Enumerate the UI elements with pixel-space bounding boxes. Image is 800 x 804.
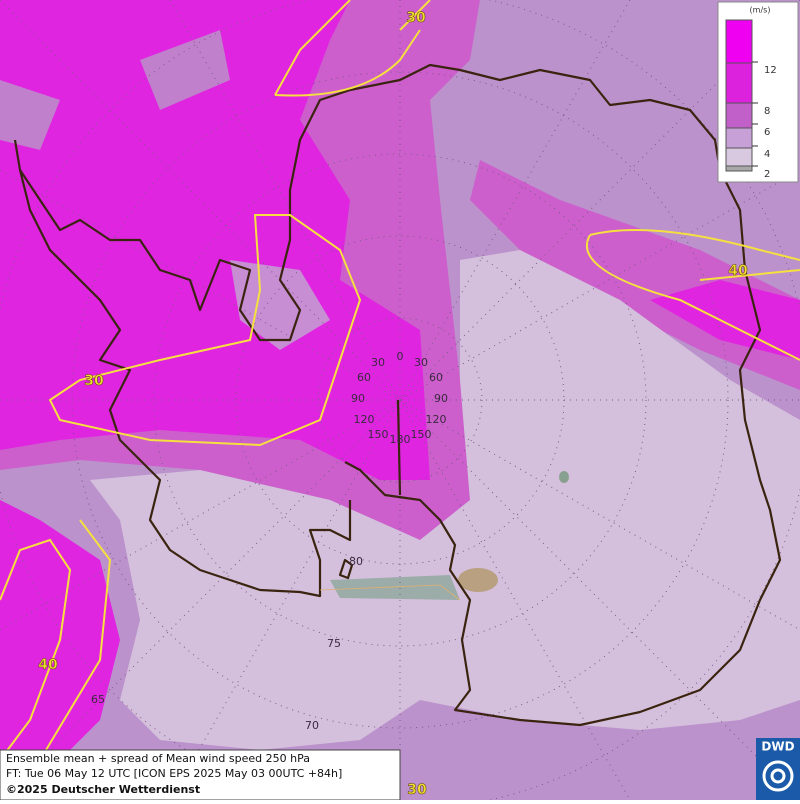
legend-tick-label: 6: [764, 127, 770, 138]
longitude-label: 120: [354, 413, 375, 426]
spread-patch: [559, 471, 569, 483]
longitude-label: 30: [414, 356, 428, 369]
dwd-logo: DWD: [756, 738, 800, 800]
longitude-label: 120: [426, 413, 447, 426]
color-legend: (m/s) 12 8 6 4 2: [717, 1, 799, 183]
contour-label: 30: [407, 782, 427, 798]
longitude-label: 90: [351, 392, 365, 405]
latitude-label: 65: [91, 693, 105, 706]
contour-label: 40: [38, 657, 58, 673]
longitude-label: 180: [390, 433, 411, 446]
contour-label: 40: [728, 263, 748, 279]
footer-forecast-time: FT: Tue 06 May 12 UTC [ICON EPS 2025 May…: [6, 767, 342, 780]
spread-patch: [330, 575, 460, 600]
labels: 0306090120150306090120150180807570653040…: [38, 10, 748, 799]
longitude-label: 0: [397, 350, 404, 363]
low-wind-area: [90, 250, 800, 750]
wind-field: [0, 0, 430, 480]
coastline: [13, 63, 782, 727]
longitude-label: 60: [357, 371, 371, 384]
legend-unit: (m/s): [750, 6, 771, 15]
wind-field: [0, 30, 230, 150]
footer-copyright: ©2025 Deutscher Wetterdienst: [6, 783, 200, 796]
longitude-label: 90: [434, 392, 448, 405]
legend-tick-label: 8: [764, 106, 770, 117]
contour-label: 30: [406, 10, 426, 26]
longitude-label: 30: [371, 356, 385, 369]
spread-patch: [458, 568, 498, 592]
isotach: [0, 0, 800, 761]
legend-tick-label: 2: [764, 169, 770, 180]
latitude-label: 75: [327, 637, 341, 650]
wind-field: [650, 280, 800, 360]
wind-field: [0, 500, 120, 760]
legend-tick-label: 12: [764, 65, 777, 76]
longitude-label: 60: [429, 371, 443, 384]
footer-title: Ensemble mean + spread of Mean wind spee…: [6, 752, 310, 765]
latitude-label: 70: [305, 719, 319, 732]
footer: Ensemble mean + spread of Mean wind spee…: [0, 749, 401, 801]
wind-field: [230, 260, 330, 350]
legend-tick-label: 4: [764, 149, 770, 160]
longitude-label: 150: [411, 428, 432, 441]
contour-label: 30: [84, 373, 104, 389]
longitude-label: 150: [368, 428, 389, 441]
latitude-label: 80: [349, 555, 363, 568]
logo-text: DWD: [761, 740, 794, 754]
